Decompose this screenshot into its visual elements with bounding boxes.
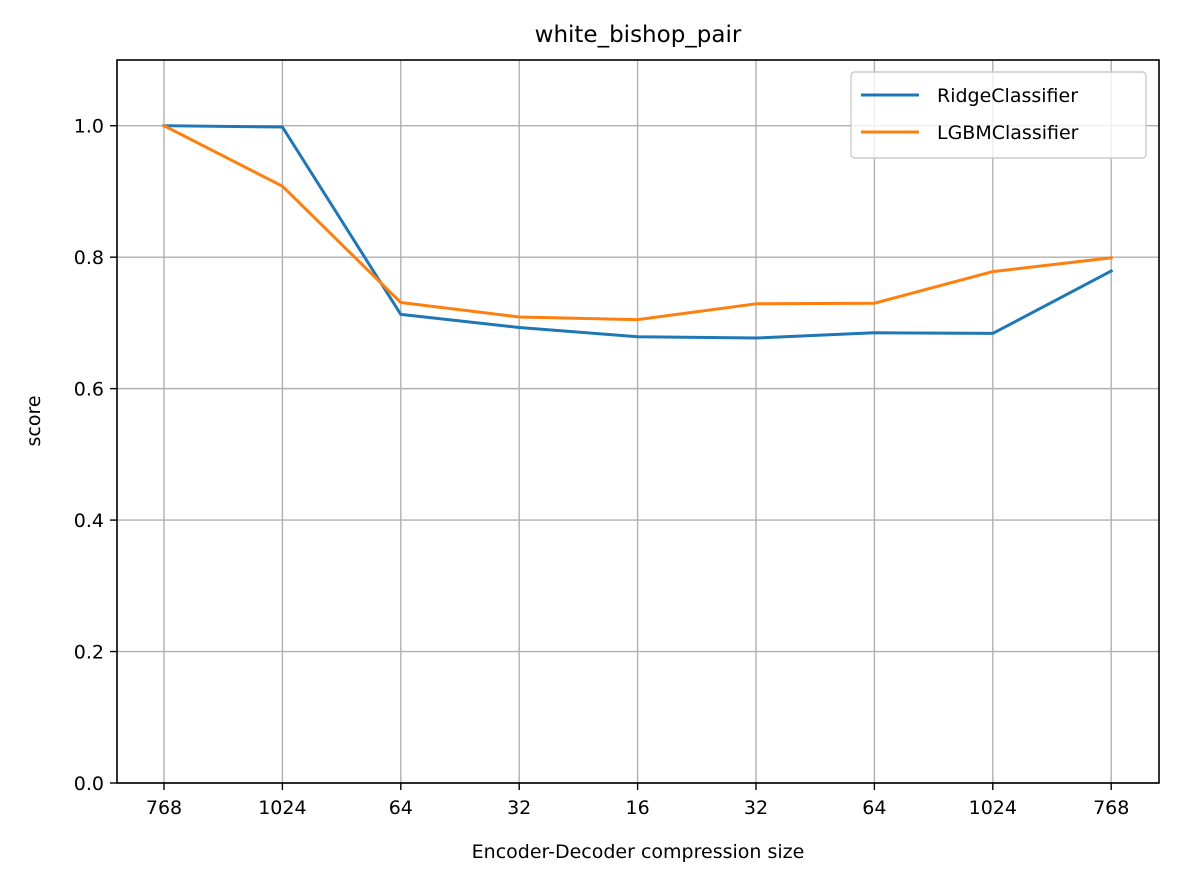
x-tick-label: 64	[389, 797, 413, 819]
x-tick-label: 32	[507, 797, 531, 819]
x-tick-label: 768	[146, 797, 182, 819]
x-axis-title: Encoder-Decoder compression size	[472, 841, 805, 863]
legend-label: LGBMClassifier	[937, 122, 1079, 144]
y-tick-label: 1.0	[74, 116, 104, 138]
y-tick-label: 0.8	[74, 247, 104, 269]
legend-box	[850, 71, 1147, 159]
y-tick-label: 0.0	[74, 773, 104, 795]
y-tick-label: 0.4	[74, 510, 104, 532]
series-line-lgbmclassifier	[161, 123, 1113, 322]
x-tick-label: 1024	[258, 797, 306, 819]
x-axis: 768 1024 64 32 16 32 64 1024 768	[146, 783, 1129, 819]
grid	[117, 60, 1159, 784]
series-group	[161, 123, 1114, 340]
y-axis-title: score	[23, 395, 45, 446]
x-tick-label: 32	[744, 797, 768, 819]
y-axis: 0.0 0.2 0.4 0.6 0.8 1.0	[74, 116, 117, 795]
y-tick-label: 0.2	[74, 642, 104, 664]
y-tick-label: 0.6	[74, 379, 104, 401]
x-tick-label: 64	[862, 797, 886, 819]
series-line-ridgeclassifier	[162, 124, 1114, 340]
x-tick-label: 768	[1093, 797, 1129, 819]
x-tick-label: 1024	[969, 797, 1017, 819]
x-tick-label: 16	[626, 797, 650, 819]
legend: RidgeClassifier LGBMClassifier	[850, 71, 1147, 159]
chart-title: white_bishop_pair	[535, 22, 742, 48]
legend-label: RidgeClassifier	[937, 85, 1078, 107]
